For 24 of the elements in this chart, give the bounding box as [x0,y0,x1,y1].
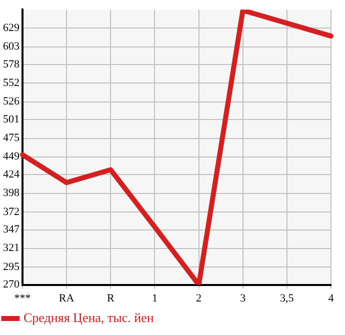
y-tick-label: 449 [3,150,20,163]
legend-label: Средняя Цена, тыс. йен [24,310,154,325]
y-tick-label: 321 [3,242,20,254]
y-tick-label: 347 [3,224,20,236]
x-tick-label: 3 [240,292,246,304]
x-tick-label: *** [14,292,31,304]
y-tick-label: 552 [3,77,20,90]
x-tick-label: 2 [196,292,202,304]
y-tick-label: 578 [3,58,20,71]
y-tick-label: 398 [3,187,20,200]
y-tick-label: 475 [3,132,20,144]
y-tick-label: 501 [3,114,20,126]
y-tick-label: 629 [3,22,20,34]
x-tick-label: R [106,292,115,304]
x-tick-label: 3,5 [280,292,294,304]
y-tick-label: 526 [3,96,20,108]
y-tick-label: 295 [3,260,20,273]
x-tick-label: 1 [152,292,158,304]
x-tick-label: RA [58,292,74,304]
y-tick-label: 424 [3,168,20,181]
y-tick-label: 603 [3,40,20,53]
y-tick-label: 372 [3,206,20,218]
x-tick-label: 4 [328,292,334,304]
y-tick-label: 270 [3,278,20,291]
